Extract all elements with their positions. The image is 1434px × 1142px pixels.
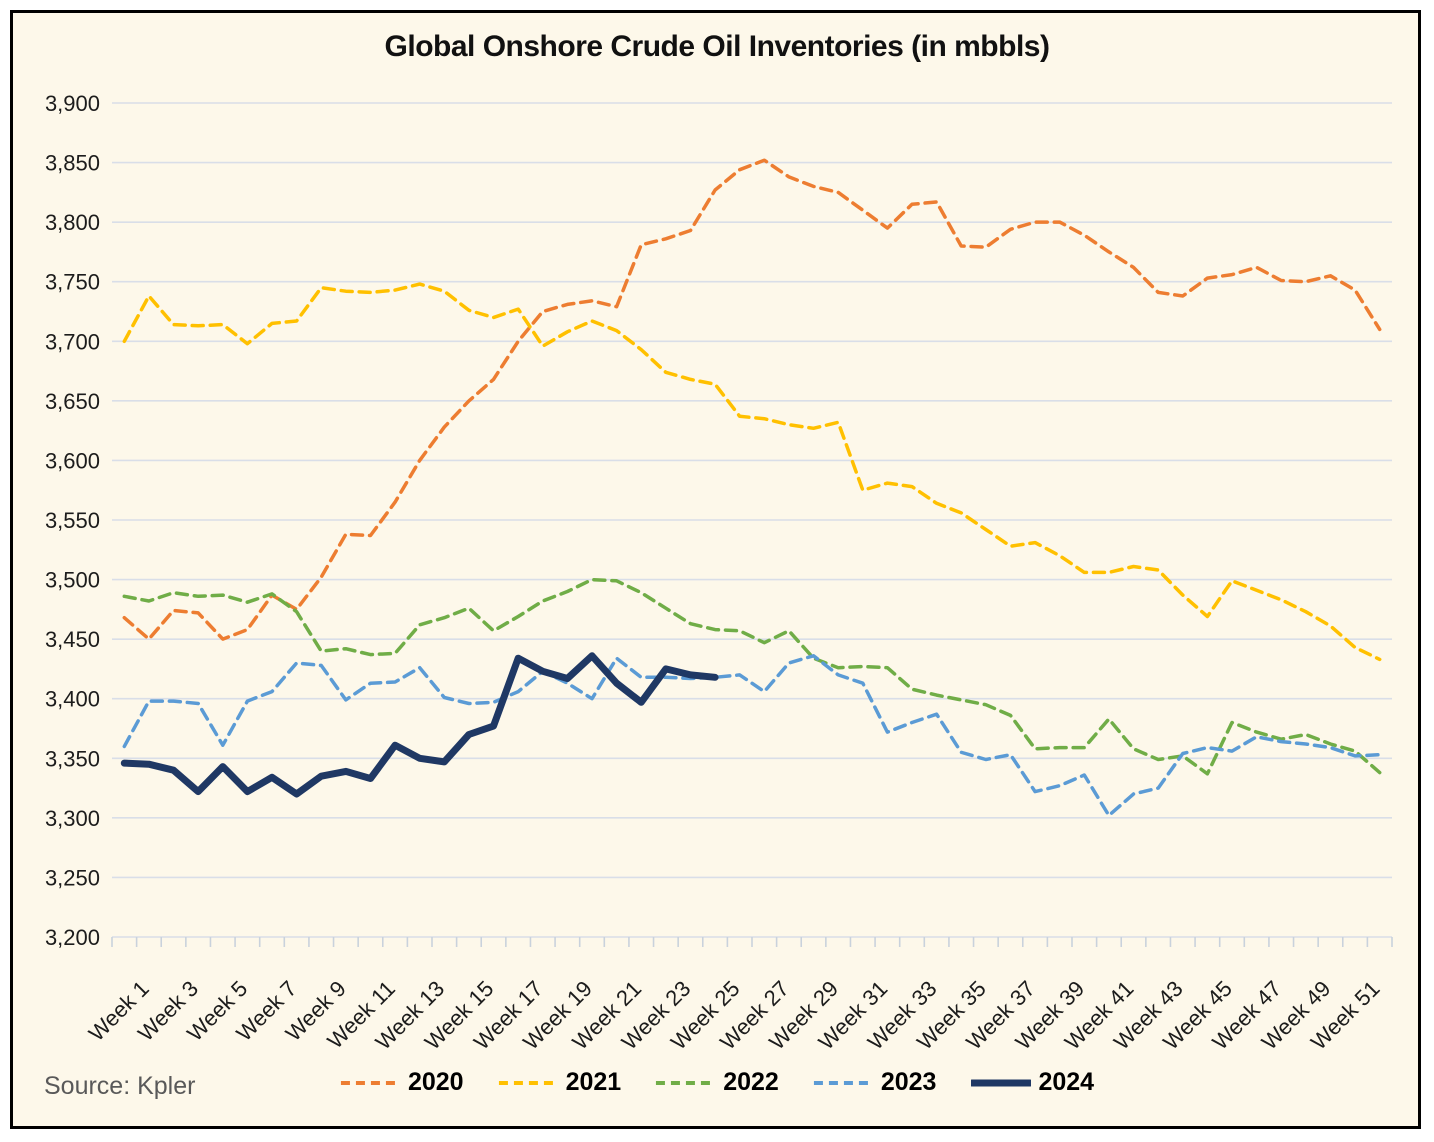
legend-label-2021: 2021 <box>565 1068 622 1096</box>
legend-item-2022: 2022 <box>655 1068 779 1097</box>
legend-swatch-2022-icon <box>656 1080 715 1085</box>
source-label: Source: Kpler <box>44 1072 196 1100</box>
legend-swatch-2021-icon <box>498 1080 557 1085</box>
chart-frame <box>10 10 1421 1129</box>
chart-title: Global Onshore Crude Oil Inventories (in… <box>384 30 1050 63</box>
legend-item-2024: 2024 <box>970 1068 1094 1097</box>
chart-footer: Source: Kpler 2020 2021 2022 2023 2024 <box>0 1058 1434 1116</box>
legend-item-2020: 2020 <box>340 1068 464 1097</box>
legend-label-2020: 2020 <box>407 1068 464 1096</box>
legend-item-2021: 2021 <box>498 1068 622 1097</box>
legend-label-2023: 2023 <box>880 1068 937 1096</box>
legend-label-2024: 2024 <box>1038 1068 1095 1096</box>
legend-swatch-2023-icon <box>813 1080 872 1085</box>
legend-swatch-2020-icon <box>340 1080 399 1085</box>
legend-label-2022: 2022 <box>723 1068 779 1096</box>
legend-item-2023: 2023 <box>813 1068 937 1097</box>
legend-swatch-2024-icon <box>970 1079 1031 1086</box>
legend: 2020 2021 2022 2023 2024 <box>340 1068 1094 1097</box>
